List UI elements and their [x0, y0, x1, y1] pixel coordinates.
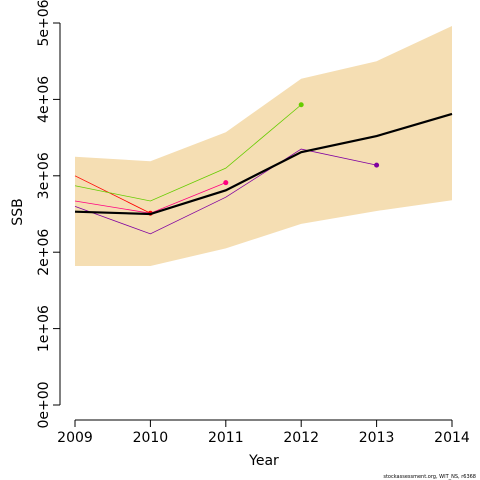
y-tick-label: 2e+06 — [36, 229, 52, 276]
y-axis-title: SSB — [10, 198, 26, 225]
series-end-point — [374, 162, 380, 168]
footnote: stockassessment.org, WIT_NS, r6368 — [383, 474, 476, 480]
x-tick-label: 2013 — [359, 430, 395, 446]
y-tick-label: 0e+00 — [36, 381, 52, 428]
x-tick-label: 2009 — [57, 430, 93, 446]
x-tick-label: 2012 — [283, 430, 319, 446]
series-line — [74, 148, 377, 235]
series-line — [74, 112, 453, 216]
confidence-band — [75, 26, 452, 266]
series-line — [74, 175, 151, 214]
series-end-point — [223, 180, 229, 186]
series-line — [74, 104, 302, 202]
x-tick-label: 2014 — [434, 430, 470, 446]
series-end-point — [298, 102, 304, 108]
y-tick-label: 3e+06 — [36, 152, 52, 199]
y-tick-label: 4e+06 — [36, 76, 52, 123]
y-tick-label: 1e+06 — [36, 305, 52, 352]
x-axis-title: Year — [248, 453, 279, 469]
y-tick-label: 5e+06 — [36, 0, 52, 47]
x-tick-label: 2011 — [208, 430, 244, 446]
x-tick-label: 2010 — [133, 430, 169, 446]
